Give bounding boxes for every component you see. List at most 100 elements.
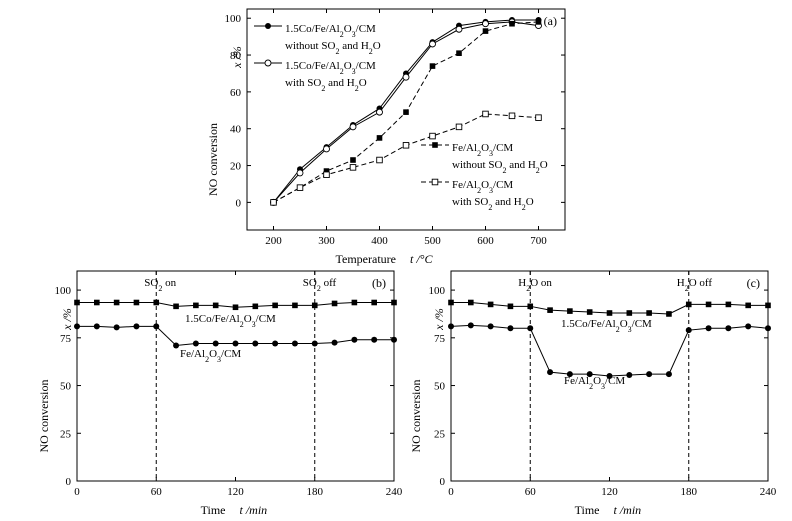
data-point <box>133 323 140 330</box>
data-point <box>351 299 358 306</box>
event-label: H2O on <box>518 277 552 293</box>
data-point <box>403 109 409 115</box>
data-point <box>232 304 239 311</box>
y-tick-label: 80 <box>230 50 242 62</box>
data-point <box>685 327 692 334</box>
data-point <box>509 20 515 27</box>
y-tick-label: 0 <box>66 476 72 488</box>
data-point <box>487 301 494 308</box>
chart-panel-b: 0 60 120 180 240 0 25 50 75 100 Time t /min NO conve… <box>37 270 403 517</box>
y-tick-label: 100 <box>225 13 242 25</box>
data-point <box>547 307 553 313</box>
data-point <box>487 323 494 330</box>
data-point <box>74 323 80 330</box>
data-point <box>133 299 140 306</box>
x-axis-unit: t /min <box>240 503 268 517</box>
data-point <box>74 299 80 306</box>
x-tick-label: 600 <box>477 235 494 247</box>
series-label: 1.5Co/Fe/Al2O3/CM <box>185 313 276 329</box>
data-point <box>606 373 613 379</box>
data-point <box>292 302 298 309</box>
data-point <box>192 340 199 347</box>
y-tick-label: 0 <box>440 476 446 488</box>
data-point <box>212 340 219 347</box>
x-tick-label: 0 <box>74 486 80 498</box>
y-tick-label: 0 <box>236 197 242 209</box>
series-label: Fe/Al2O3/CM <box>564 375 625 391</box>
plot-frame <box>246 8 566 231</box>
data-point <box>311 340 318 347</box>
data-point <box>725 301 732 308</box>
series-label: Fe/Al2O3/CM <box>180 348 241 364</box>
data-point <box>212 302 219 309</box>
data-point <box>376 156 383 164</box>
legend-marker <box>432 142 438 148</box>
legend-label-condition: with SO2 and H2O <box>285 77 367 93</box>
data-point <box>311 302 318 309</box>
data-point <box>665 371 672 378</box>
x-tick-label: 0 <box>448 486 454 498</box>
data-point <box>193 302 199 309</box>
data-point <box>482 28 489 34</box>
x-tick-label: 240 <box>386 486 403 498</box>
data-point <box>507 303 514 310</box>
data-point <box>765 302 771 309</box>
data-point <box>745 302 751 309</box>
data-point <box>376 108 383 116</box>
chart-panel-c: 0 60 120 180 240 0 25 50 75 100 Time t /min NO conve… <box>409 270 777 517</box>
x-tick-label: 120 <box>601 486 618 498</box>
legend-label: Fe/Al2O3/CM <box>452 179 513 195</box>
data-point <box>173 303 179 310</box>
y-axis-unit: x /% <box>60 308 74 331</box>
legend-marker <box>431 178 439 186</box>
data-point <box>507 325 514 332</box>
data-point <box>270 199 277 206</box>
data-point <box>535 114 542 121</box>
data-point <box>765 325 771 332</box>
data-point <box>468 299 474 306</box>
x-axis-unit: t /min <box>614 503 642 517</box>
data-point <box>272 302 278 309</box>
legend-label-condition: without SO2 and H2O <box>285 40 381 56</box>
x-axis-title: Temperature <box>336 252 396 266</box>
data-point <box>291 340 298 347</box>
x-tick-label: 200 <box>265 235 282 247</box>
data-point <box>626 372 633 379</box>
data-point <box>296 169 304 177</box>
x-tick-label: 300 <box>318 235 335 247</box>
data-point <box>94 299 100 306</box>
data-point <box>351 336 358 343</box>
data-point <box>323 168 330 174</box>
series-label: 1.5Co/Fe/Al2O3/CM <box>561 318 652 334</box>
data-point <box>508 112 516 120</box>
data-point <box>252 340 259 347</box>
data-point <box>705 325 712 332</box>
panel-label: (b) <box>372 276 386 290</box>
data-point <box>467 322 474 329</box>
data-point <box>535 19 542 25</box>
data-point <box>429 63 436 69</box>
y-axis-title: NO conversion <box>37 380 51 453</box>
y-axis-unit: x /% <box>230 46 244 69</box>
data-point <box>606 310 613 316</box>
data-point <box>429 40 436 48</box>
data-point <box>745 323 752 330</box>
y-tick-label: 20 <box>230 161 242 173</box>
data-point <box>331 339 338 346</box>
data-point <box>429 132 436 140</box>
y-tick-label: 60 <box>230 87 242 99</box>
data-point <box>371 299 377 306</box>
data-point <box>371 336 378 343</box>
data-point <box>725 325 732 332</box>
y-tick-label: 25 <box>434 428 446 440</box>
event-label: H2O off <box>677 277 713 293</box>
data-point <box>455 25 463 33</box>
data-point <box>331 300 338 307</box>
data-point <box>153 323 160 330</box>
data-point <box>349 123 357 131</box>
y-tick-label: 40 <box>230 124 242 136</box>
y-axis-title: NO conversion <box>409 380 423 453</box>
data-point <box>455 123 463 131</box>
data-point <box>448 299 454 306</box>
data-point <box>113 324 120 331</box>
